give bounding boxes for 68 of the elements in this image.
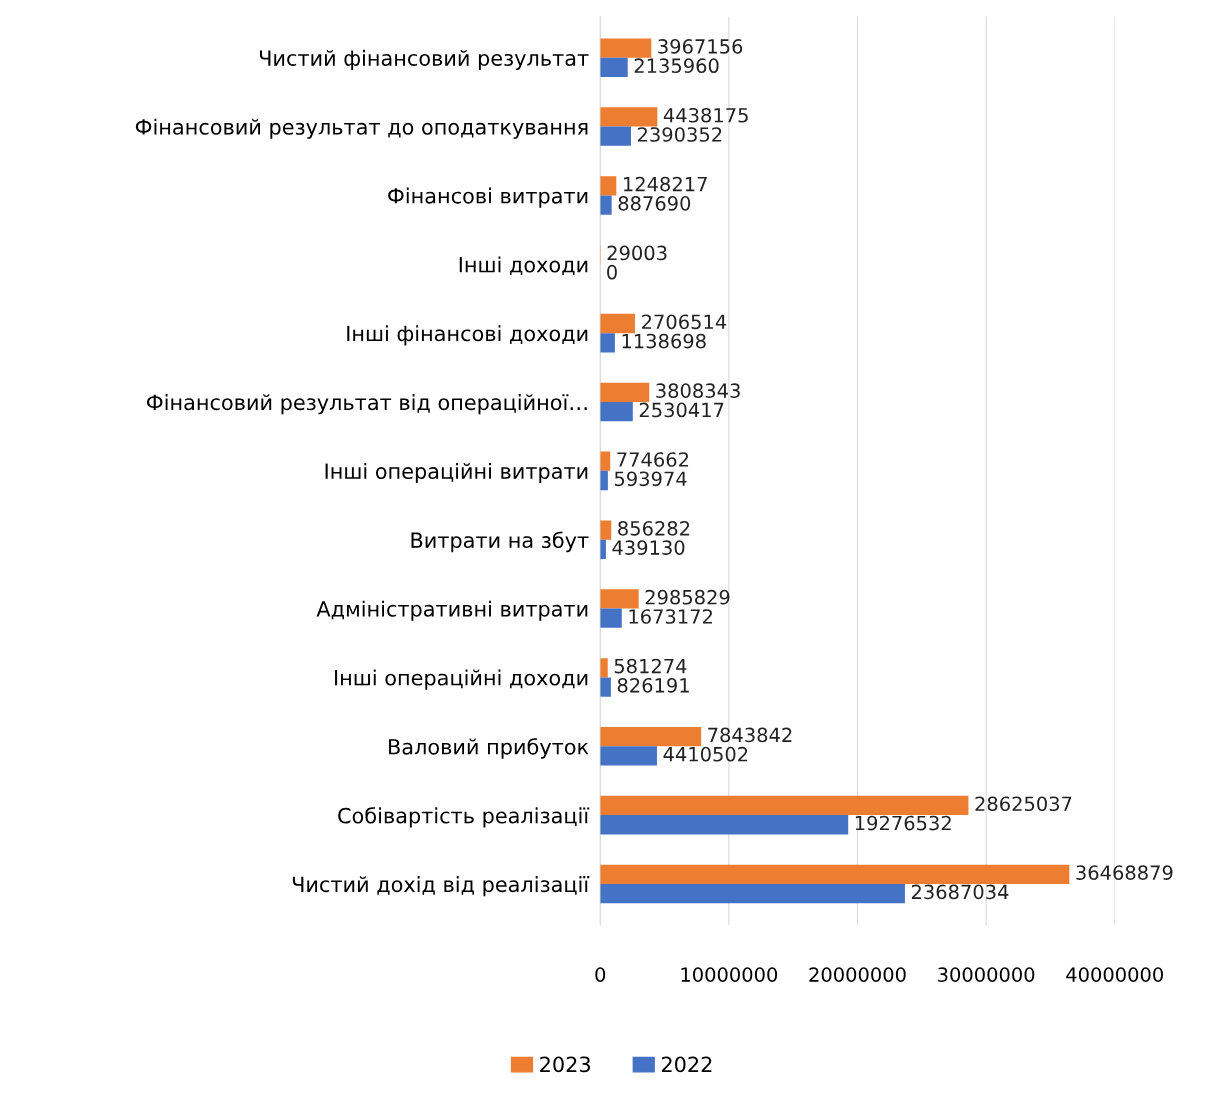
y-tick-label: Інші операційні доходи	[335, 669, 588, 690]
data-label: 1138698	[622, 333, 706, 349]
x-tick-label: 30000000	[938, 967, 1035, 982]
y-tick-label: Чистий дохід від реалізації	[292, 876, 590, 897]
y-tick-label: Витрати на збут	[411, 531, 589, 553]
y-tick-label: Інші доходи	[459, 256, 588, 276]
data-label: 28625037	[975, 796, 1072, 812]
bar	[600, 313, 636, 334]
data-label: 36468879	[1076, 865, 1173, 880]
bar	[600, 195, 612, 215]
data-label: 4438175	[663, 107, 748, 123]
legend-label: 2023	[540, 1056, 590, 1073]
bar	[600, 470, 608, 491]
bar	[600, 520, 612, 540]
y-tick-label: Фінансовий результат від операційної…	[146, 394, 587, 415]
data-label: 3808343	[656, 383, 740, 398]
data-label: 887690	[618, 196, 691, 211]
bar	[600, 107, 658, 127]
data-label: 23687034	[911, 884, 1009, 900]
bar	[600, 677, 611, 697]
bar	[600, 864, 1070, 884]
data-label: 7843842	[708, 727, 792, 743]
y-tick-label: Фінансові витрати	[388, 187, 588, 208]
bar	[600, 382, 650, 402]
data-label: 0	[607, 264, 617, 280]
bar	[600, 333, 615, 353]
data-label: 856282	[618, 521, 690, 536]
x-tick-label: 40000000	[1066, 967, 1163, 982]
data-label: 2390352	[637, 127, 722, 142]
bar	[600, 795, 969, 816]
bar	[600, 589, 639, 609]
data-label: 29003	[607, 245, 667, 261]
bar	[600, 726, 702, 747]
x-tick-label: 20000000	[809, 967, 906, 982]
data-label: 2530417	[639, 402, 724, 418]
data-label: 19276532	[855, 815, 951, 831]
y-tick-label: Чистий фінансовий результат	[259, 49, 589, 70]
data-label: 774662	[617, 452, 689, 467]
data-label: 2706514	[642, 314, 727, 330]
bar	[600, 176, 617, 196]
y-tick-label: Фінансовий результат до оподаткування	[135, 118, 588, 139]
data-label: 593974	[614, 471, 687, 487]
bar	[600, 658, 608, 678]
data-label: 2135960	[634, 58, 719, 74]
y-tick-label: Валовий прибуток	[389, 738, 589, 759]
data-label: 3967156	[658, 39, 743, 54]
data-label: 581274	[614, 658, 687, 674]
y-tick-label: Собівартість реалізації	[338, 807, 590, 828]
bar	[600, 38, 652, 58]
bar	[600, 402, 633, 422]
data-label: 4410502	[663, 746, 748, 762]
x-tick-label: 0	[595, 967, 606, 982]
y-tick-label: Інші фінансові доходи	[347, 325, 588, 346]
data-label: 2985829	[645, 589, 730, 605]
legend-label: 2022	[661, 1056, 712, 1073]
bar	[600, 815, 849, 835]
bar	[600, 126, 631, 146]
x-tick-label: 10000000	[681, 967, 778, 982]
bar	[600, 883, 905, 904]
data-label: 826191	[617, 677, 689, 693]
bar	[600, 57, 628, 78]
bar	[600, 746, 657, 766]
data-label: 439130	[612, 540, 685, 555]
data-label: 1248217	[624, 176, 707, 192]
y-tick-label: Інші операційні витрати	[325, 462, 588, 484]
bar	[600, 608, 622, 628]
y-tick-label: Адміністративні витрати	[316, 600, 588, 621]
data-label: 1673172	[629, 609, 712, 624]
